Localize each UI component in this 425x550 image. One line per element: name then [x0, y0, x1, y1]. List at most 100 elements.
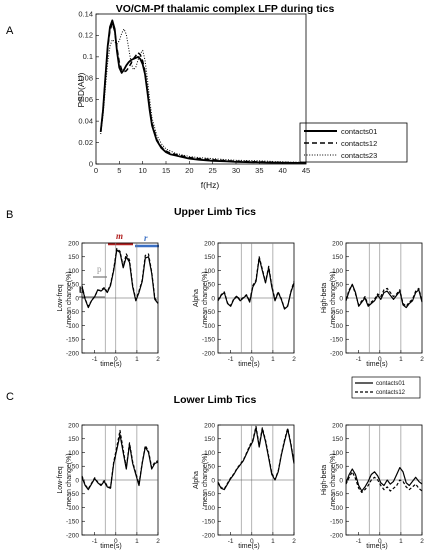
- a-ytick-label-1: 0.02: [78, 138, 93, 147]
- c1-xtick-label-1: 0: [114, 538, 118, 545]
- panel-a-title: VO/CM-Pf thalamic complex LFP during tic…: [116, 3, 335, 15]
- b3-xtick-label-3: 2: [420, 356, 424, 363]
- b1-ytick-label-8: 200: [68, 240, 79, 247]
- c2-ytick-label-0: -200: [202, 532, 215, 539]
- c1-xtick-label-3: 2: [156, 538, 160, 545]
- a-xtick-label-8: 40: [278, 166, 286, 175]
- c2-series-contacts01: [217, 427, 295, 491]
- b2-xtick-label-0: -1: [228, 356, 234, 363]
- c2-xtick-label-1: 0: [250, 538, 254, 545]
- b2-series-contacts12: [217, 256, 295, 309]
- b3-ytick-label-2: -100: [330, 323, 343, 330]
- a-xtick-label-1: 5: [117, 166, 121, 175]
- a-ytick-label-5: 0.1: [83, 52, 93, 61]
- c3-series-contacts12: [345, 471, 423, 493]
- c3-ytick-label-2: -100: [330, 505, 343, 512]
- section-title-upper: Upper Limb Tics: [174, 206, 256, 218]
- a-xtick-label-0: 0: [94, 166, 98, 175]
- a-series-contacts01: [99, 19, 306, 164]
- c2-xtick-label-0: -1: [228, 538, 234, 545]
- ylabel-c1: Low-freq mean change(%): [57, 453, 73, 506]
- plot-layer: 00.020.040.060.080.10.120.140 5 10 15 20 25 30…: [66, 9, 424, 545]
- phase-label-p: p: [97, 264, 102, 274]
- legend-a-label-3: contacts23: [341, 151, 377, 160]
- b2-ytick-label-0: -200: [202, 350, 215, 357]
- b2-ytick-label-2: -100: [202, 323, 215, 330]
- c3-xtick-label-0: -1: [356, 538, 362, 545]
- ylabel-c1-line2: mean change(%): [66, 453, 73, 506]
- panel-letter-c: C: [6, 391, 14, 403]
- b1-xtick-label-1: 0: [114, 356, 118, 363]
- c3-ytick-label-7: 150: [332, 436, 343, 443]
- c2-xtick-label-3: 2: [292, 538, 296, 545]
- b2-xtick-label-2: 1: [271, 356, 275, 363]
- c3-ytick-label-0: -200: [330, 532, 343, 539]
- xlabel-b2: time(s): [238, 361, 259, 368]
- c2-xtick-label-2: 1: [271, 538, 275, 545]
- ylabel-b1: Low-freq mean change(%): [57, 271, 73, 324]
- b1-ytick-label-4: 0: [75, 295, 79, 302]
- b1-ytick-label-2: -100: [66, 323, 79, 330]
- b1-series-contacts12: [81, 247, 159, 307]
- ylabel-c2-line1: Alpha: [193, 471, 200, 489]
- legend-a: contacts01 contacts12 contacts23: [299, 122, 408, 163]
- c1-series-contacts01: [81, 434, 159, 491]
- ylabel-b1-line2: mean change(%): [66, 271, 73, 324]
- ylabel-b2-line1: Alpha: [193, 289, 200, 307]
- b1-xtick-label-0: -1: [92, 356, 98, 363]
- c2-ytick-label-2: -100: [202, 505, 215, 512]
- b3-ytick-label-8: 200: [332, 240, 343, 247]
- ylabel-b3: High-beta mean change(%): [321, 271, 337, 324]
- panel-letter-b: B: [6, 209, 13, 221]
- b3-xtick-label-1: 0: [378, 356, 382, 363]
- ylabel-c3-line2: mean change(%): [330, 453, 337, 506]
- ylabel-b1-line1: Low-freq: [57, 284, 64, 311]
- b3-series-contacts01: [345, 283, 423, 309]
- b3-series-contacts12: [345, 284, 423, 307]
- b1-xtick-label-3: 2: [156, 356, 160, 363]
- c2-ytick-label-3: -50: [206, 491, 216, 498]
- c2-series-contacts12: [217, 425, 295, 490]
- ylabel-c2: Alpha mean change(%): [193, 453, 209, 506]
- b2-xtick-label-3: 2: [292, 356, 296, 363]
- legend-a-label-1: contacts01: [341, 127, 377, 136]
- c3-ytick-label-8: 200: [332, 422, 343, 429]
- panel-a-ylabel: PSD(AU): [76, 72, 86, 107]
- legend-c-label-2: contacts12: [376, 390, 406, 396]
- a-series-contacts23: [100, 28, 307, 163]
- a-plot-frame: [95, 13, 307, 165]
- b3-ytick-label-1: -150: [330, 337, 343, 344]
- c1-ytick-label-3: -50: [70, 491, 80, 498]
- a-series-contacts12: [99, 22, 307, 164]
- c3-xtick-label-3: 2: [420, 538, 424, 545]
- b2-ytick-label-1: -150: [202, 337, 215, 344]
- c3-ytick-label-1: -150: [330, 519, 343, 526]
- c2-ytick-label-1: -150: [202, 519, 215, 526]
- b1-xtick-label-2: 1: [135, 356, 139, 363]
- c1-ytick-label-0: -200: [66, 532, 79, 539]
- xlabel-b1: time(s): [100, 361, 121, 368]
- b1-ytick-label-3: -50: [70, 309, 80, 316]
- a-xtick-label-5: 25: [208, 166, 216, 175]
- ylabel-b2: Alpha mean change(%): [193, 271, 209, 324]
- ylabel-c2-line2: mean change(%): [202, 453, 209, 506]
- legend-a-label-2: contacts12: [341, 139, 377, 148]
- c3-ytick-label-5: 50: [336, 464, 344, 471]
- b3-xtick-label-2: 1: [399, 356, 403, 363]
- a-xtick-label-2: 10: [138, 166, 146, 175]
- legend-c: contacts01 contacts12: [351, 376, 421, 399]
- a-ytick-label-4: 0.08: [78, 74, 93, 83]
- a-ytick-label-2: 0.04: [78, 116, 93, 125]
- c1-ytick-label-2: -100: [66, 505, 79, 512]
- panel-letter-a: A: [6, 25, 14, 37]
- a-ytick-label-7: 0.14: [78, 9, 93, 18]
- a-ytick-label-6: 0.12: [78, 31, 93, 40]
- xlabel-c1: time(s): [100, 543, 121, 550]
- xlabel-b3: time(s): [366, 361, 387, 368]
- a-xtick-label-7: 35: [255, 166, 263, 175]
- a-xtick-label-3: 15: [162, 166, 170, 175]
- c3-xtick-label-2: 1: [399, 538, 403, 545]
- b3-ytick-label-4: 0: [339, 295, 343, 302]
- c2-ytick-label-4: 0: [211, 477, 215, 484]
- c3-ytick-label-3: -50: [334, 491, 344, 498]
